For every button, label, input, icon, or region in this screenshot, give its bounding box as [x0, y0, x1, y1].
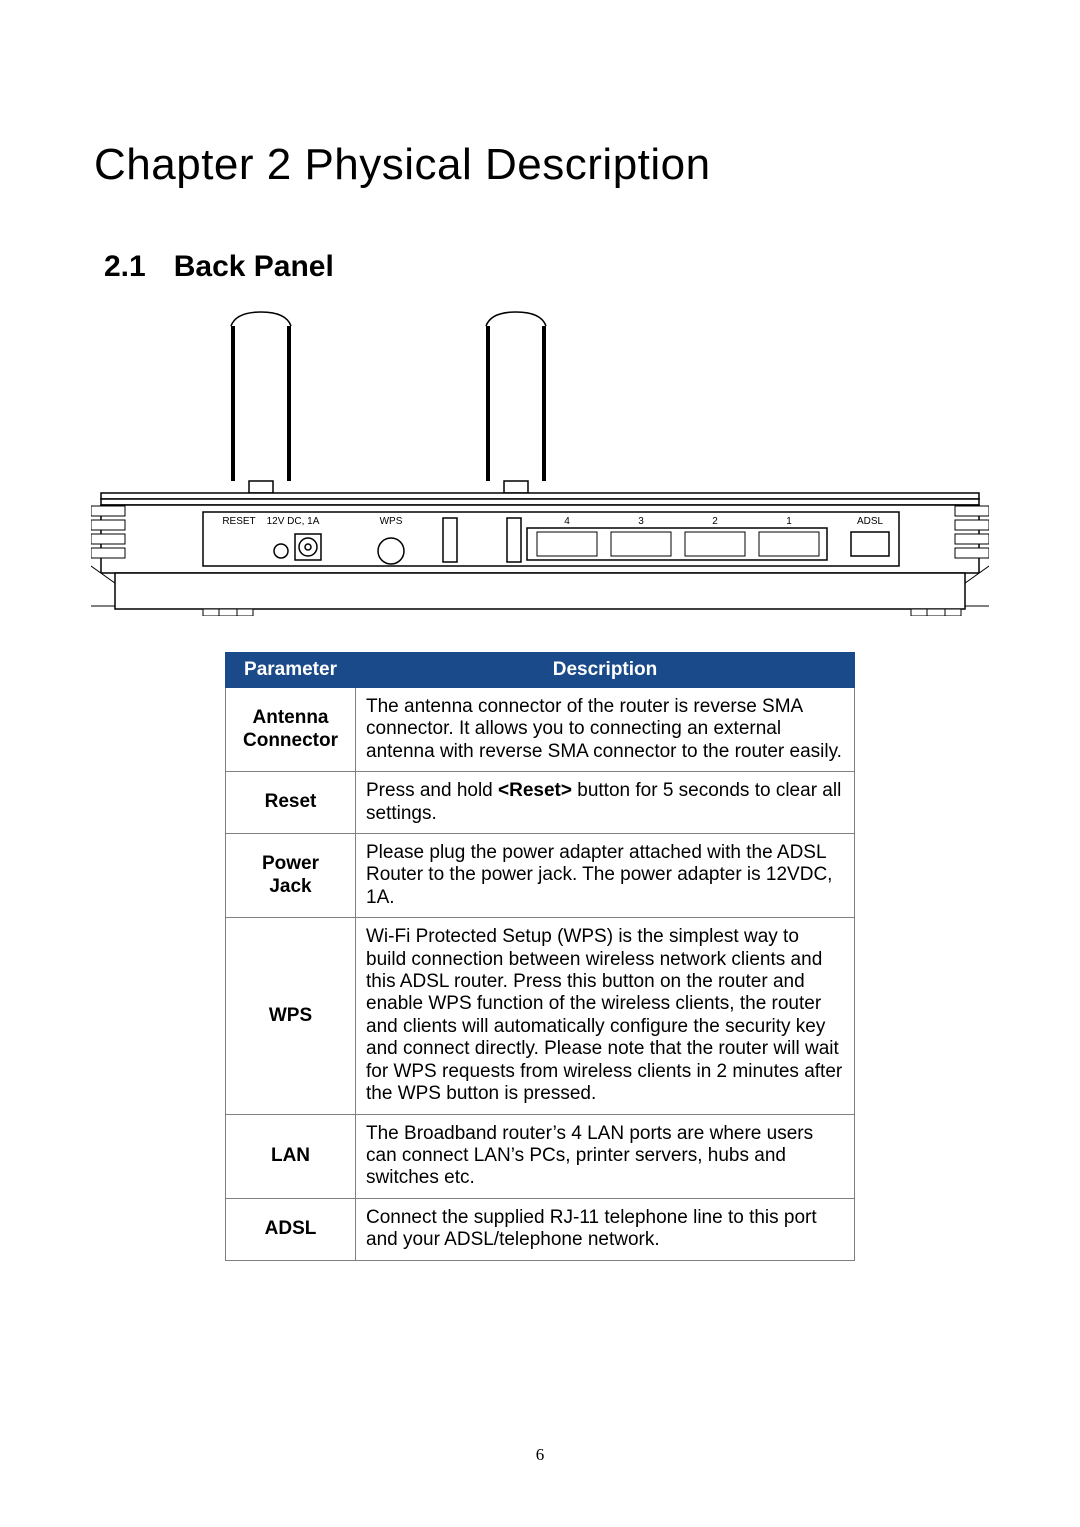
- power-label: 12V DC, 1A: [267, 516, 320, 527]
- desc-adsl: Connect the supplied RJ-11 telephone lin…: [356, 1198, 855, 1260]
- param-adsl: ADSL: [226, 1198, 356, 1260]
- desc-power-jack: Please plug the power adapter attached w…: [356, 834, 855, 918]
- table-header-row: Parameter Description: [226, 653, 855, 688]
- section-title-text: Back Panel: [174, 250, 334, 283]
- table-row: WPS Wi-Fi Protected Setup (WPS) is the s…: [226, 918, 855, 1114]
- page-number: 6: [0, 1445, 1080, 1465]
- parameters-table: Parameter Description Antenna Connector …: [225, 652, 855, 1261]
- desc-reset: Press and hold <Reset> button for 5 seco…: [356, 772, 855, 834]
- table-row: Reset Press and hold <Reset> button for …: [226, 772, 855, 834]
- router-back-panel-svg: RESET 12V DC, 1A WPS 4 3 2 1 ADSL: [91, 306, 989, 616]
- port4-label: 4: [564, 516, 570, 527]
- section-title: 2.1 Back Panel: [104, 250, 990, 284]
- col-parameter: Parameter: [226, 653, 356, 688]
- table-row: LAN The Broadband router’s 4 LAN ports a…: [226, 1114, 855, 1198]
- desc-antenna-connector: The antenna connector of the router is r…: [356, 688, 855, 772]
- table-row: Power Jack Please plug the power adapter…: [226, 834, 855, 918]
- param-power-jack: Power Jack: [226, 834, 356, 918]
- port2-label: 2: [712, 516, 718, 527]
- chapter-title: Chapter 2 Physical Description: [94, 140, 990, 190]
- table-row: ADSL Connect the supplied RJ-11 telephon…: [226, 1198, 855, 1260]
- port3-label: 3: [638, 516, 644, 527]
- section-number: 2.1: [104, 250, 146, 284]
- reset-label: RESET: [222, 516, 255, 527]
- desc-wps: Wi-Fi Protected Setup (WPS) is the simpl…: [356, 918, 855, 1114]
- adsl-label: ADSL: [857, 516, 884, 527]
- back-panel-diagram: RESET 12V DC, 1A WPS 4 3 2 1 ADSL: [90, 306, 990, 616]
- table-row: Antenna Connector The antenna connector …: [226, 688, 855, 772]
- port1-label: 1: [786, 516, 792, 527]
- col-description: Description: [356, 653, 855, 688]
- param-wps: WPS: [226, 918, 356, 1114]
- wps-label: WPS: [380, 516, 403, 527]
- param-antenna-connector: Antenna Connector: [226, 688, 356, 772]
- param-lan: LAN: [226, 1114, 356, 1198]
- param-reset: Reset: [226, 772, 356, 834]
- desc-lan: The Broadband router’s 4 LAN ports are w…: [356, 1114, 855, 1198]
